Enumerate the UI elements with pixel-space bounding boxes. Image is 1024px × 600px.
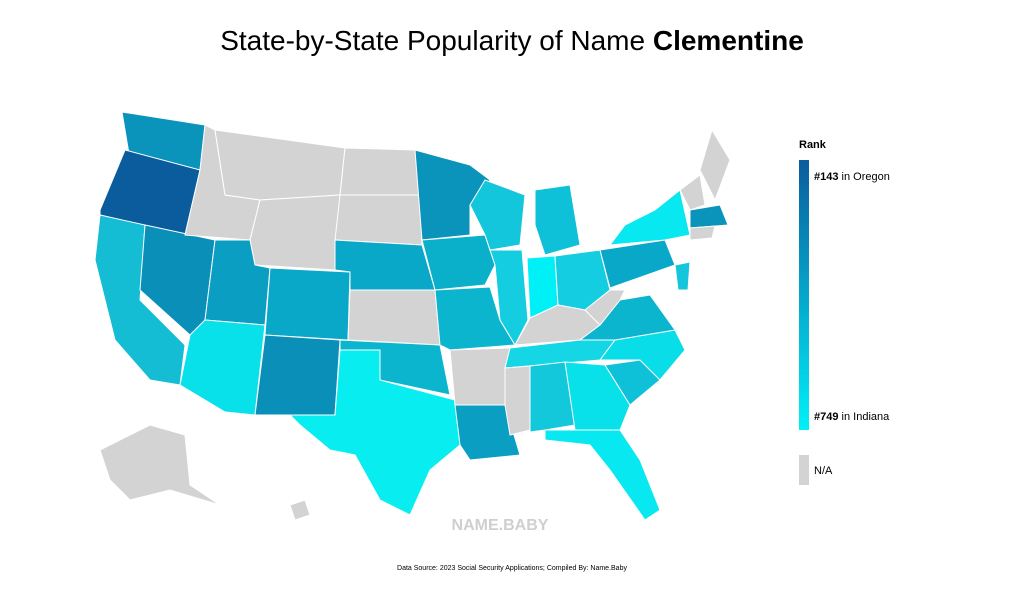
state xyxy=(264,267,351,341)
state xyxy=(99,424,221,506)
state xyxy=(679,174,706,211)
state xyxy=(334,194,423,246)
state xyxy=(421,234,496,291)
state xyxy=(454,404,521,461)
state xyxy=(249,194,341,271)
state xyxy=(214,129,346,201)
state xyxy=(288,349,461,516)
us-map xyxy=(94,111,731,521)
state xyxy=(599,239,676,289)
state xyxy=(534,184,581,256)
state xyxy=(504,365,531,436)
legend-top-rank: #143 xyxy=(814,171,838,183)
state xyxy=(544,429,661,521)
watermark: NAME.BABY xyxy=(452,517,549,534)
legend-title: Rank xyxy=(799,139,827,151)
state xyxy=(674,261,691,291)
na-swatch xyxy=(799,455,809,485)
state xyxy=(254,334,341,416)
legend: Rank #143 in Oregon #749 in Indiana N/A xyxy=(799,139,890,485)
title: State-by-State Popularity of Name Clemen… xyxy=(220,25,804,56)
state xyxy=(347,289,441,346)
title-name: Clementine xyxy=(653,25,804,56)
state xyxy=(584,289,626,326)
state xyxy=(689,204,729,229)
title-text: State-by-State Popularity of Name xyxy=(220,25,653,56)
state xyxy=(529,361,576,433)
legend-bottom-label: #749 in Indiana xyxy=(814,411,890,423)
legend-bottom-state: in Indiana xyxy=(842,411,891,423)
legend-top-state: in Oregon xyxy=(842,171,890,183)
state xyxy=(608,189,691,246)
state xyxy=(699,128,731,202)
na-label: N/A xyxy=(814,465,833,477)
legend-bottom-rank: #749 xyxy=(814,411,838,423)
state xyxy=(179,319,266,416)
legend-top-label: #143 in Oregon xyxy=(814,171,890,183)
state xyxy=(689,225,716,241)
state xyxy=(339,147,421,196)
state xyxy=(289,499,311,521)
color-scale xyxy=(799,160,809,430)
state xyxy=(449,347,511,406)
state xyxy=(334,239,436,291)
state xyxy=(469,179,526,251)
source: Data Source: 2023 Social Security Applic… xyxy=(397,565,627,572)
